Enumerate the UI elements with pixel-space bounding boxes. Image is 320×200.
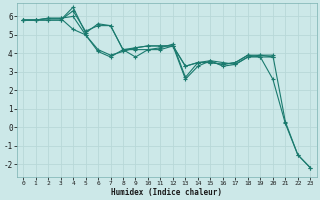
X-axis label: Humidex (Indice chaleur): Humidex (Indice chaleur): [111, 188, 222, 197]
